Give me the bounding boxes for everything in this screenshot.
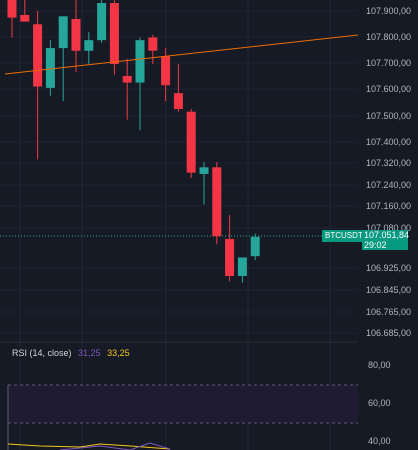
- rsi-value-2: 33,25: [107, 348, 130, 358]
- candle-body: [186, 111, 196, 173]
- candle-body: [58, 16, 68, 49]
- candle-body: [97, 3, 107, 41]
- price-tick-label: 107.400,00: [366, 137, 411, 147]
- candle-body: [173, 93, 183, 110]
- price-tick-label: 106.685,00: [366, 328, 411, 338]
- candle-body: [71, 18, 81, 51]
- candle-body: [225, 238, 235, 277]
- rsi-line-purple: [59, 442, 171, 450]
- last-price-badge: BTCUSDT 107.051,84 29:02: [322, 230, 410, 250]
- price-tick-label: 107.240,00: [366, 180, 411, 190]
- price-tick-label: 106.765,00: [366, 307, 411, 317]
- price-tick-label: 107.700,00: [366, 58, 411, 68]
- trendline: [4, 34, 359, 75]
- candle-body: [212, 167, 222, 237]
- rsi-tick-60: 60,00: [368, 398, 391, 408]
- rsi-legend: RSI (14, close) 31,25 33,25: [12, 348, 134, 358]
- last-price-box: 107.051,84 29:02: [362, 230, 410, 250]
- symbol-badge: BTCUSDT: [322, 230, 366, 242]
- price-tick-label: 107.600,00: [366, 84, 411, 94]
- candle-body: [20, 14, 30, 22]
- candle-body: [7, 0, 17, 18]
- price-tick-label: 107.500,00: [366, 111, 411, 121]
- candle-body: [122, 75, 132, 83]
- price-tick-label: 106.845,00: [366, 285, 411, 295]
- candle-body: [237, 257, 247, 277]
- price-tick-label: 107.800,00: [366, 32, 411, 42]
- candle-body: [148, 37, 158, 51]
- price-tick-label: 107.320,00: [366, 158, 411, 168]
- rsi-band: [8, 385, 358, 423]
- candle-body: [84, 40, 94, 51]
- candle-body: [45, 48, 55, 88]
- candle-body: [135, 40, 145, 83]
- rsi-tick-40: 40,00: [368, 436, 391, 446]
- rsi-tick-80: 80,00: [368, 360, 391, 370]
- candle-body: [199, 167, 209, 174]
- price-tick-label: 106.925,00: [366, 263, 411, 273]
- countdown-timer: 29:02: [364, 240, 387, 250]
- candle-body: [161, 56, 171, 86]
- candle-body: [33, 24, 43, 87]
- price-tick-label: 107.900,00: [366, 6, 411, 16]
- last-price-value: 107.051,84: [364, 230, 410, 240]
- rsi-line-yellow: [7, 443, 171, 450]
- price-tick-label: 107.080,00: [366, 223, 411, 233]
- candle-body: [250, 236, 260, 257]
- price-tick-label: 107.160,00: [366, 201, 411, 211]
- candle-body: [109, 3, 119, 65]
- rsi-value-1: 31,25: [78, 348, 101, 358]
- rsi-label: RSI (14, close): [12, 348, 72, 358]
